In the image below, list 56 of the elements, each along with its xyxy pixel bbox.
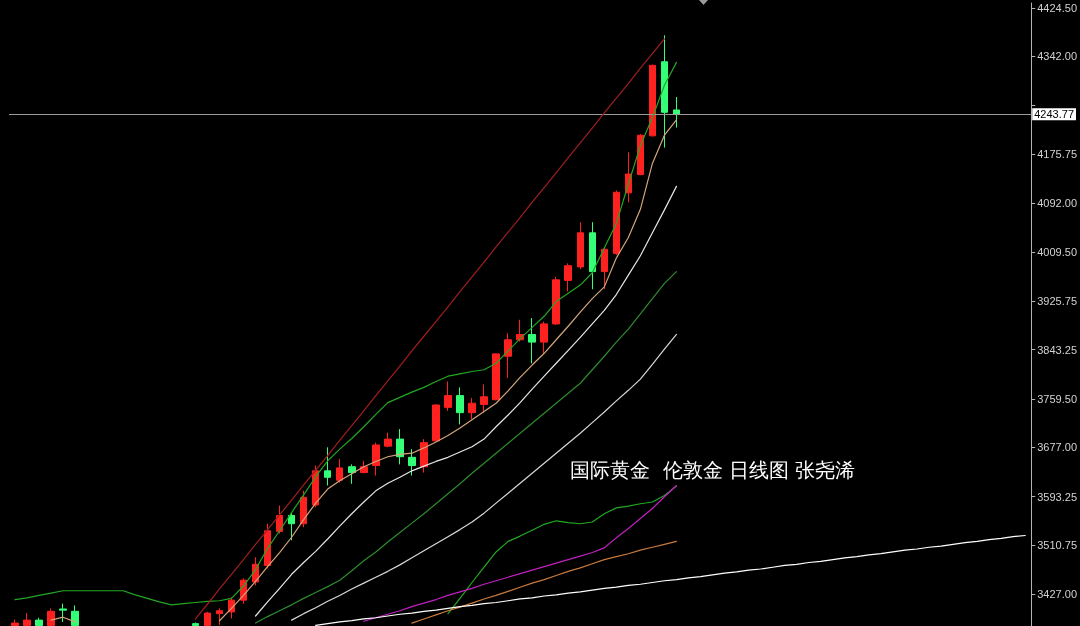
y-tick-label: 4342.00 [1037, 50, 1077, 63]
line-series [363, 484, 678, 622]
y-tick-label: 4009.50 [1037, 245, 1077, 258]
y-tick-label: 3677.00 [1037, 441, 1077, 454]
y-tick-label: 4424.50 [1037, 2, 1077, 14]
annotation: 国际黄金 伦敦金 日线图 张尧浠 [570, 458, 856, 482]
candlestick [348, 463, 356, 485]
line-series [411, 540, 678, 624]
y-tick-label: 3427.00 [1037, 588, 1077, 601]
candlestick [504, 332, 512, 379]
candlestick [577, 221, 584, 270]
y-tick-label: 3510.75 [1037, 539, 1077, 552]
candlestick [192, 621, 199, 626]
y-tick-label: 3759.50 [1037, 392, 1077, 405]
candlestick [288, 512, 295, 541]
candlestick [360, 460, 368, 474]
candlestick [468, 397, 476, 420]
candlestick [396, 428, 404, 465]
candlestick [300, 490, 307, 528]
candlestick [480, 383, 488, 414]
candlestick [336, 458, 343, 484]
candlestick [492, 352, 500, 401]
candlestick [456, 386, 464, 425]
candlestick [540, 321, 548, 354]
y-tick-label: 3925.75 [1037, 295, 1077, 308]
y-tick-label: 4092.00 [1037, 197, 1077, 210]
candlestick [432, 403, 440, 442]
candlestick [23, 612, 31, 626]
candlestick [384, 432, 392, 448]
candlestick [661, 34, 668, 149]
candlestick [408, 448, 416, 477]
candlestick [204, 611, 211, 626]
candlestick [11, 619, 19, 626]
ref-line-label: 4243.77 [1034, 108, 1074, 121]
candlestick [601, 246, 608, 290]
candlestick [444, 381, 452, 412]
candlestick [324, 446, 331, 487]
candlestick [47, 607, 55, 626]
line-series [315, 534, 1026, 626]
candlestick [613, 189, 620, 256]
candlestick [649, 64, 656, 137]
candlestick [564, 262, 572, 293]
candlestick [216, 607, 223, 626]
candlestick [35, 617, 43, 626]
y-tick-label: 3593.25 [1037, 490, 1077, 503]
candlestick [589, 221, 596, 290]
line-series [447, 485, 678, 615]
y-tick-label: 4175.75 [1037, 148, 1077, 161]
candlestick [372, 442, 380, 477]
candlestick [552, 276, 560, 326]
candlestick [673, 96, 680, 129]
y-tick-label: 3843.25 [1037, 343, 1077, 356]
candlestick [528, 317, 536, 364]
candlestick [637, 133, 644, 176]
candlestick [59, 603, 67, 623]
candlestick [71, 604, 79, 626]
